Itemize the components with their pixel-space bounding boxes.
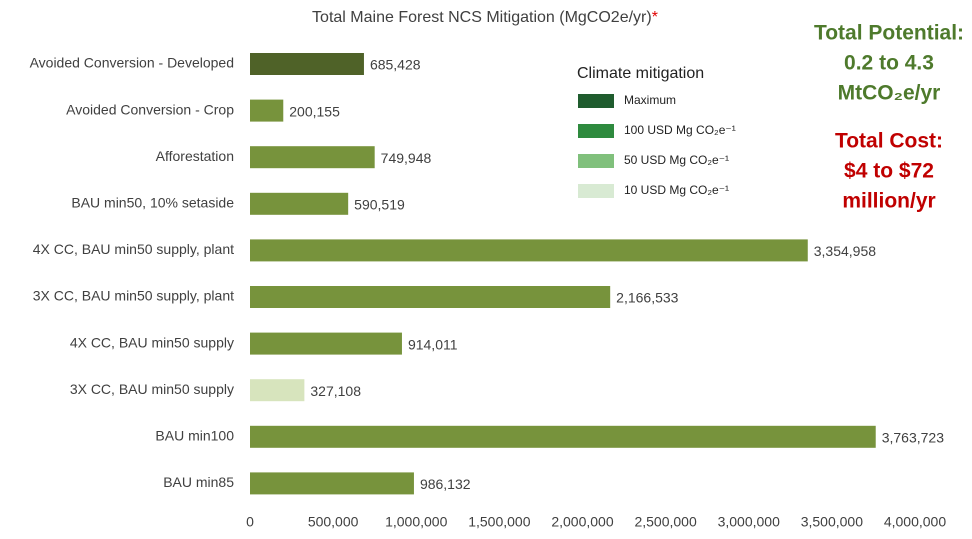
annotation: 0.2 to 4.3 bbox=[844, 52, 934, 75]
bar bbox=[250, 425, 876, 448]
annotation: MtCO₂e/yr bbox=[838, 82, 941, 105]
bar bbox=[250, 239, 808, 262]
annotation: Total Cost: bbox=[835, 130, 943, 153]
value-label: 749,948 bbox=[381, 150, 432, 166]
x-tick-label: 4,000,000 bbox=[884, 514, 946, 530]
y-tick-label: 3X CC, BAU min50 supply, plant bbox=[33, 288, 234, 304]
x-tick-label: 3,500,000 bbox=[801, 514, 863, 530]
title-mark: * bbox=[652, 9, 658, 26]
y-tick-label: 4X CC, BAU min50 supply, plant bbox=[33, 241, 234, 257]
bar bbox=[250, 146, 375, 169]
x-tick-label: 500,000 bbox=[308, 514, 359, 530]
y-tick-label: BAU min50, 10% setaside bbox=[71, 195, 234, 211]
bar bbox=[250, 332, 402, 355]
annotation: million/yr bbox=[842, 190, 935, 213]
y-tick-label: Avoided Conversion - Developed bbox=[30, 55, 234, 71]
value-label: 685,428 bbox=[370, 57, 421, 73]
legend-label: 100 USD Mg CO₂e⁻¹ bbox=[624, 123, 736, 137]
legend-label: 50 USD Mg CO₂e⁻¹ bbox=[624, 153, 729, 167]
bar bbox=[250, 53, 364, 75]
legend-title: Climate mitigation bbox=[577, 65, 704, 82]
value-label: 200,155 bbox=[289, 103, 340, 119]
y-tick-label: Avoided Conversion - Crop bbox=[66, 101, 234, 117]
annotation: Total Potential: bbox=[814, 22, 964, 45]
y-tick-label: BAU min85 bbox=[163, 474, 234, 490]
x-tick-label: 1,500,000 bbox=[468, 514, 530, 530]
y-tick-label: 4X CC, BAU min50 supply bbox=[70, 334, 234, 350]
legend-swatch bbox=[578, 94, 614, 108]
chart-title: Total Maine Forest NCS Mitigation (MgCO2… bbox=[312, 9, 658, 26]
y-tick-label: 3X CC, BAU min50 supply bbox=[70, 381, 234, 397]
legend-label: 10 USD Mg CO₂e⁻¹ bbox=[624, 183, 729, 197]
bar bbox=[250, 472, 414, 495]
value-label: 327,108 bbox=[310, 383, 361, 399]
y-tick-label: BAU min100 bbox=[155, 428, 234, 444]
value-label: 3,763,723 bbox=[882, 430, 944, 446]
x-tick-label: 2,000,000 bbox=[551, 514, 613, 530]
value-label: 2,166,533 bbox=[616, 290, 678, 306]
y-tick-label: Afforestation bbox=[156, 148, 234, 164]
bar bbox=[250, 192, 349, 215]
bar bbox=[250, 99, 284, 122]
x-tick-label: 0 bbox=[246, 514, 254, 530]
legend-swatch bbox=[578, 184, 614, 198]
bar bbox=[250, 286, 611, 308]
value-label: 986,132 bbox=[420, 476, 471, 492]
value-label: 590,519 bbox=[354, 197, 405, 213]
x-tick-label: 1,000,000 bbox=[385, 514, 447, 530]
bar bbox=[250, 379, 305, 402]
value-label: 914,011 bbox=[408, 336, 458, 352]
legend-swatch bbox=[578, 124, 614, 138]
x-tick-label: 2,500,000 bbox=[634, 514, 696, 530]
legend-swatch bbox=[578, 154, 614, 168]
title-text: Total Maine Forest NCS Mitigation (MgCO2… bbox=[312, 9, 652, 26]
x-tick-label: 3,000,000 bbox=[718, 514, 780, 530]
value-label: 3,354,958 bbox=[814, 243, 876, 259]
annotation: $4 to $72 bbox=[844, 160, 934, 183]
legend-label: Maximum bbox=[624, 93, 676, 107]
